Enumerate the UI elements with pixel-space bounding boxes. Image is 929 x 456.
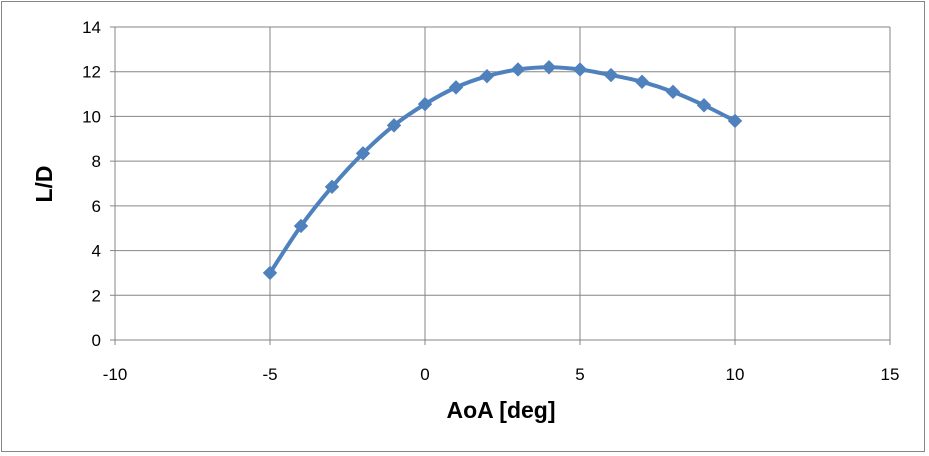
x-tick-label: -10 xyxy=(103,365,128,384)
axes xyxy=(110,26,891,345)
data-point-marker xyxy=(572,62,588,77)
data-point-marker xyxy=(479,68,495,84)
data-point-marker xyxy=(324,179,340,195)
y-tick-label: 4 xyxy=(92,242,101,261)
data-point-marker xyxy=(355,146,371,161)
y-tick-label: 6 xyxy=(92,197,101,216)
data-point-marker xyxy=(262,265,278,281)
data-point-marker xyxy=(665,84,681,100)
y-tick-label: 0 xyxy=(92,331,101,350)
y-tick-label: 12 xyxy=(82,63,101,82)
data-point-marker xyxy=(417,96,433,112)
data-point-marker xyxy=(696,98,712,113)
data-point-marker xyxy=(293,218,309,234)
data-point-marker xyxy=(541,60,557,75)
data-point-marker xyxy=(386,118,402,133)
x-tick-label: 5 xyxy=(575,365,584,384)
series-layer xyxy=(262,60,743,281)
y-tick-label: 2 xyxy=(92,286,101,305)
y-tick-label: 14 xyxy=(82,18,101,37)
data-point-marker xyxy=(603,67,619,83)
x-tick-label: 15 xyxy=(881,365,900,384)
y-tick-label: 10 xyxy=(82,107,101,126)
tick-labels: 0 2 4 6 8 10 12 14 -10 -5 0 5 10 15 xyxy=(82,18,899,384)
x-tick-label: 10 xyxy=(726,365,745,384)
data-point-marker xyxy=(634,74,650,89)
data-point-marker xyxy=(727,113,743,129)
x-tick-label: -5 xyxy=(262,365,277,384)
y-axis-title: L/D xyxy=(31,165,57,202)
data-point-marker xyxy=(448,80,464,95)
data-point-marker xyxy=(510,62,526,77)
series-line xyxy=(268,65,736,275)
x-tick-label: 0 xyxy=(420,365,429,384)
y-tick-label: 8 xyxy=(92,152,101,171)
x-axis-title: AoA [deg] xyxy=(446,397,555,423)
